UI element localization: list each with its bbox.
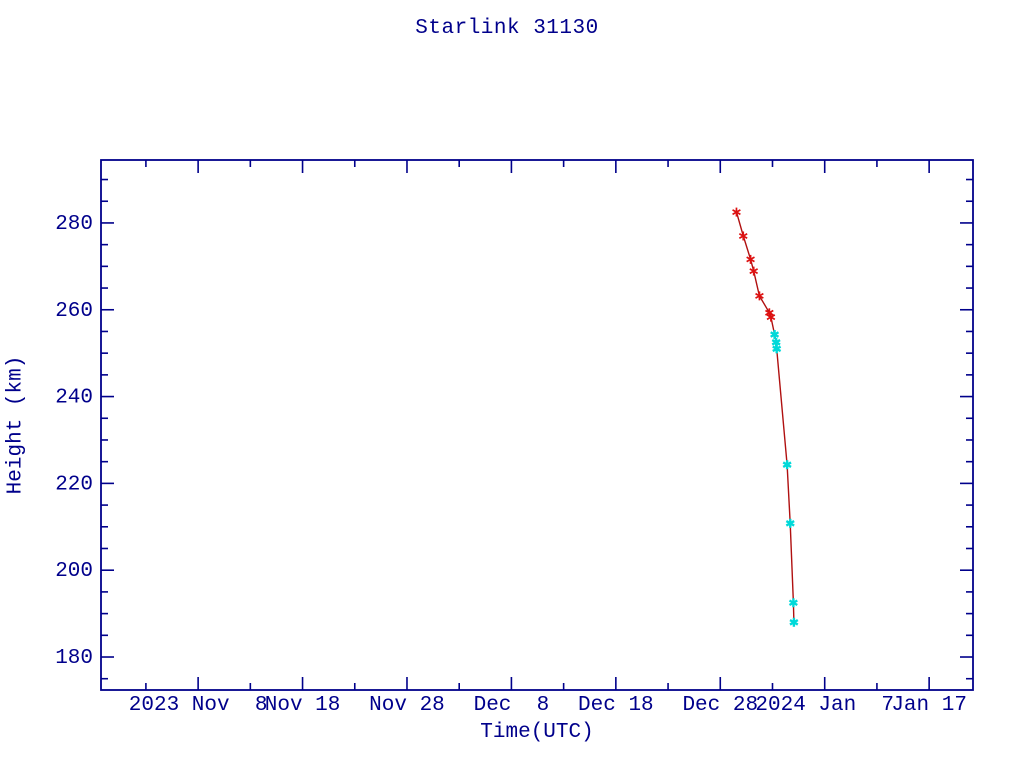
marker-stroke xyxy=(738,232,748,239)
marker-stroke xyxy=(782,461,792,469)
chart-title: Starlink 31130 xyxy=(415,17,599,40)
marker-stroke xyxy=(771,339,781,346)
data-point-asterisk-marker xyxy=(785,518,795,528)
data-point-asterisk-marker xyxy=(788,598,798,608)
x-tick-label: 2024 Jan 7 xyxy=(755,694,894,717)
marker-stroke xyxy=(789,618,799,626)
data-point-asterisk-marker xyxy=(738,231,748,241)
y-tick-label: 240 xyxy=(55,387,93,410)
x-tick-label: Nov 18 xyxy=(265,694,341,717)
y-tick-label: 280 xyxy=(55,213,93,236)
x-tick-label: Dec 8 xyxy=(474,694,550,717)
marker-stroke xyxy=(766,314,776,321)
marker-stroke xyxy=(749,268,759,275)
plot-box xyxy=(100,159,974,691)
data-point-asterisk-marker xyxy=(746,254,755,264)
y-tick-label: 200 xyxy=(55,560,93,583)
marker-stroke xyxy=(755,292,764,299)
x-tick-label: Dec 18 xyxy=(578,694,654,717)
data-point-asterisk-marker xyxy=(749,266,759,276)
data-point-asterisk-marker xyxy=(789,617,799,627)
x-tick-label: 2023 Nov 8 xyxy=(129,694,268,717)
marker-stroke xyxy=(785,520,795,527)
x-axis-label: Time(UTC) xyxy=(480,721,594,744)
data-point-asterisk-marker xyxy=(732,207,741,217)
y-tick-label: 260 xyxy=(55,300,93,323)
y-tick-label: 220 xyxy=(55,473,93,496)
x-tick-label: Dec 28 xyxy=(682,694,758,717)
data-point-asterisk-marker xyxy=(766,312,776,322)
data-point-asterisk-marker xyxy=(782,460,792,470)
marker-stroke xyxy=(770,331,780,338)
x-tick-label: Nov 28 xyxy=(369,694,445,717)
marker-stroke xyxy=(788,599,798,607)
decay-track-line xyxy=(735,211,795,623)
marker-stroke xyxy=(772,345,782,353)
data-point-asterisk-marker xyxy=(772,344,782,354)
data-point-asterisk-marker xyxy=(770,329,780,339)
marker-stroke xyxy=(746,256,755,263)
marker-stroke xyxy=(765,309,774,316)
x-tick-label: Jan 17 xyxy=(891,694,967,717)
marker-stroke xyxy=(732,209,741,216)
y-tick-label: 180 xyxy=(55,647,93,670)
data-point-asterisk-marker xyxy=(755,291,764,301)
